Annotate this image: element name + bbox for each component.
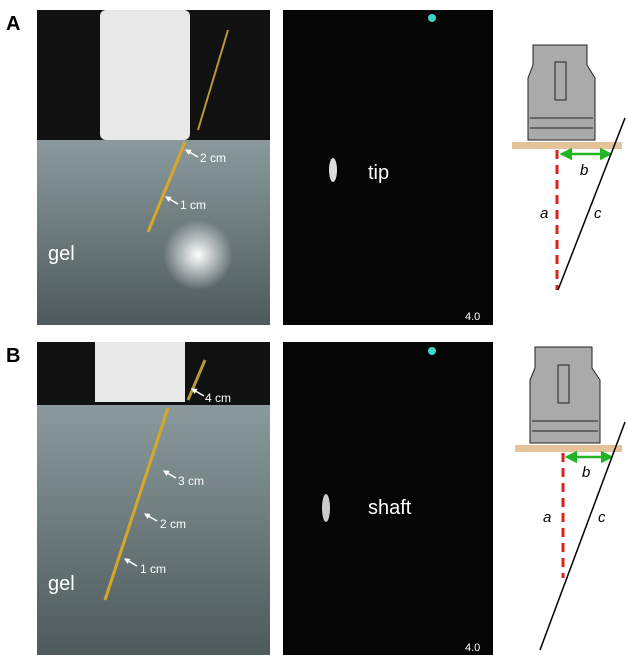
label-a: a bbox=[543, 509, 551, 526]
label-c: c bbox=[598, 509, 606, 526]
diagram-slot bbox=[555, 62, 566, 100]
label-b: b bbox=[582, 464, 590, 481]
panel-label: B bbox=[6, 345, 20, 367]
us-label: shaft bbox=[368, 497, 412, 519]
indicator bbox=[428, 14, 436, 22]
marker-label: 1 cm bbox=[180, 198, 206, 212]
marker-label: 1 cm bbox=[140, 562, 166, 576]
echo bbox=[329, 158, 337, 182]
gel-block bbox=[37, 140, 270, 325]
gel-label: gel bbox=[48, 243, 75, 265]
skin bbox=[515, 445, 622, 452]
marker-label: 2 cm bbox=[200, 151, 226, 165]
echo bbox=[322, 494, 330, 522]
gel-label: gel bbox=[48, 573, 75, 595]
label-c: c bbox=[594, 205, 602, 222]
gel-block bbox=[37, 405, 270, 655]
panel-a: A 2 cm 1 cm gel tip 4.0 b a c bbox=[6, 10, 625, 325]
depth-label: 4.0 bbox=[465, 642, 480, 654]
transducer bbox=[100, 10, 190, 140]
transducer bbox=[95, 342, 185, 402]
depth-label: 4.0 bbox=[465, 311, 480, 323]
panel-b: B 4 cm 3 cm 2 cm 1 cm gel shaft 4.0 b a … bbox=[6, 342, 625, 655]
label-a: a bbox=[540, 205, 548, 222]
us-label: tip bbox=[368, 162, 389, 184]
skin bbox=[512, 142, 622, 149]
label-b: b bbox=[580, 162, 588, 179]
panel-label: A bbox=[6, 13, 20, 35]
marker-label: 2 cm bbox=[160, 517, 186, 531]
diagram-slot bbox=[558, 365, 569, 403]
glare bbox=[163, 220, 233, 290]
marker-label: 3 cm bbox=[178, 474, 204, 488]
marker-label: 4 cm bbox=[205, 391, 231, 405]
indicator bbox=[428, 347, 436, 355]
figure: A 2 cm 1 cm gel tip 4.0 b a c B 4 cm 3 c… bbox=[0, 0, 627, 655]
